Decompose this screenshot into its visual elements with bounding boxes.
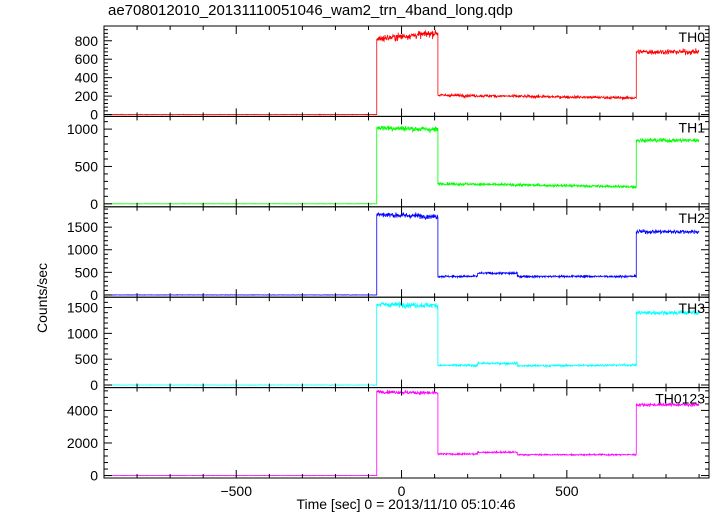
series-line-th3	[103, 301, 700, 386]
panel-label: TH3	[679, 300, 706, 316]
y-tick-label: 1000	[67, 242, 98, 258]
y-tick-label: 1000	[67, 325, 98, 341]
panel-label: TH0123	[655, 391, 705, 407]
y-tick-label: 800	[75, 33, 99, 49]
panel-th3: 0 500 1000 1500 TH3	[67, 296, 710, 393]
y-tick-label: 1500	[67, 300, 98, 316]
series-line-th0	[103, 29, 700, 116]
y-tick-label: 500	[75, 158, 99, 174]
y-tick-label: 1500	[67, 219, 98, 235]
y-tick-label: 200	[75, 88, 99, 104]
panel-label: TH0	[679, 29, 706, 45]
panel-th0123: 0 2000 4000 TH0123	[67, 387, 710, 484]
plot-title: ae708012010_20131110051046_wam2_trn_4ban…	[108, 2, 513, 19]
panel-frame	[103, 296, 710, 389]
y-tick-label: 1000	[67, 121, 98, 137]
series-line-th1	[103, 125, 700, 205]
panel-th0: 0 200 400 600 800 TH0	[75, 25, 710, 123]
y-tick-label: 0	[90, 196, 98, 212]
panel-th2: 0 500 1000 1500 TH2	[67, 206, 710, 303]
y-tick-label: 0	[90, 287, 98, 303]
series-line-th0123	[104, 389, 700, 477]
panel-frame	[103, 25, 710, 117]
y-tick-label: 0	[90, 468, 98, 484]
y-tick-label: 500	[75, 351, 99, 367]
panel-frame	[103, 387, 710, 479]
x-tick-label: −500	[220, 483, 252, 499]
y-tick-label: 500	[75, 264, 99, 280]
series-line-th2	[103, 212, 700, 296]
x-tick-label: 0	[398, 483, 406, 499]
panel-frame	[103, 206, 710, 298]
y-tick-label: 4000	[67, 402, 98, 418]
y-tick-label: 600	[75, 51, 99, 67]
panel-label: TH2	[679, 210, 706, 226]
panel-th1: 0 500 1000 TH1	[67, 115, 710, 212]
y-tick-label: 0	[90, 107, 98, 123]
x-tick-label: 500	[555, 483, 579, 499]
y-tick-label: 2000	[67, 435, 98, 451]
y-tick-label: 400	[75, 70, 99, 86]
y-tick-label: 0	[90, 377, 98, 393]
x-axis-label: Time [sec] 0 = 2013/11/10 05:10:46	[296, 496, 516, 512]
panel-label: TH1	[679, 119, 706, 135]
